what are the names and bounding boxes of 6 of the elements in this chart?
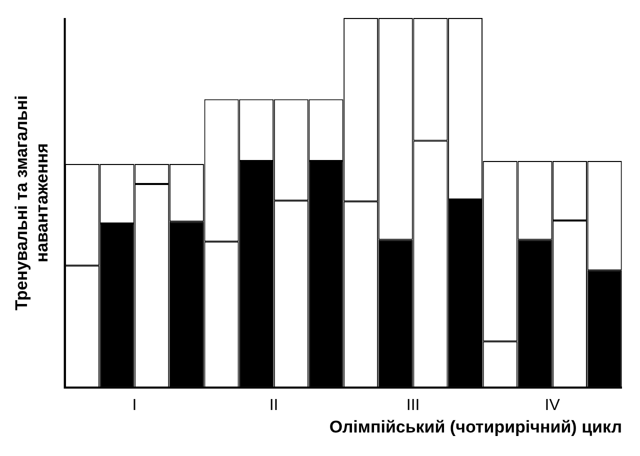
text: II [269, 397, 278, 414]
text: IV [544, 397, 560, 414]
y-axis-title: Тренувальні та змагальні навантаження [12, 95, 52, 310]
text: III [406, 397, 420, 414]
text: I [132, 397, 137, 414]
x-axis-title: Олімпійський (чотирирічний) цикл [329, 417, 622, 436]
